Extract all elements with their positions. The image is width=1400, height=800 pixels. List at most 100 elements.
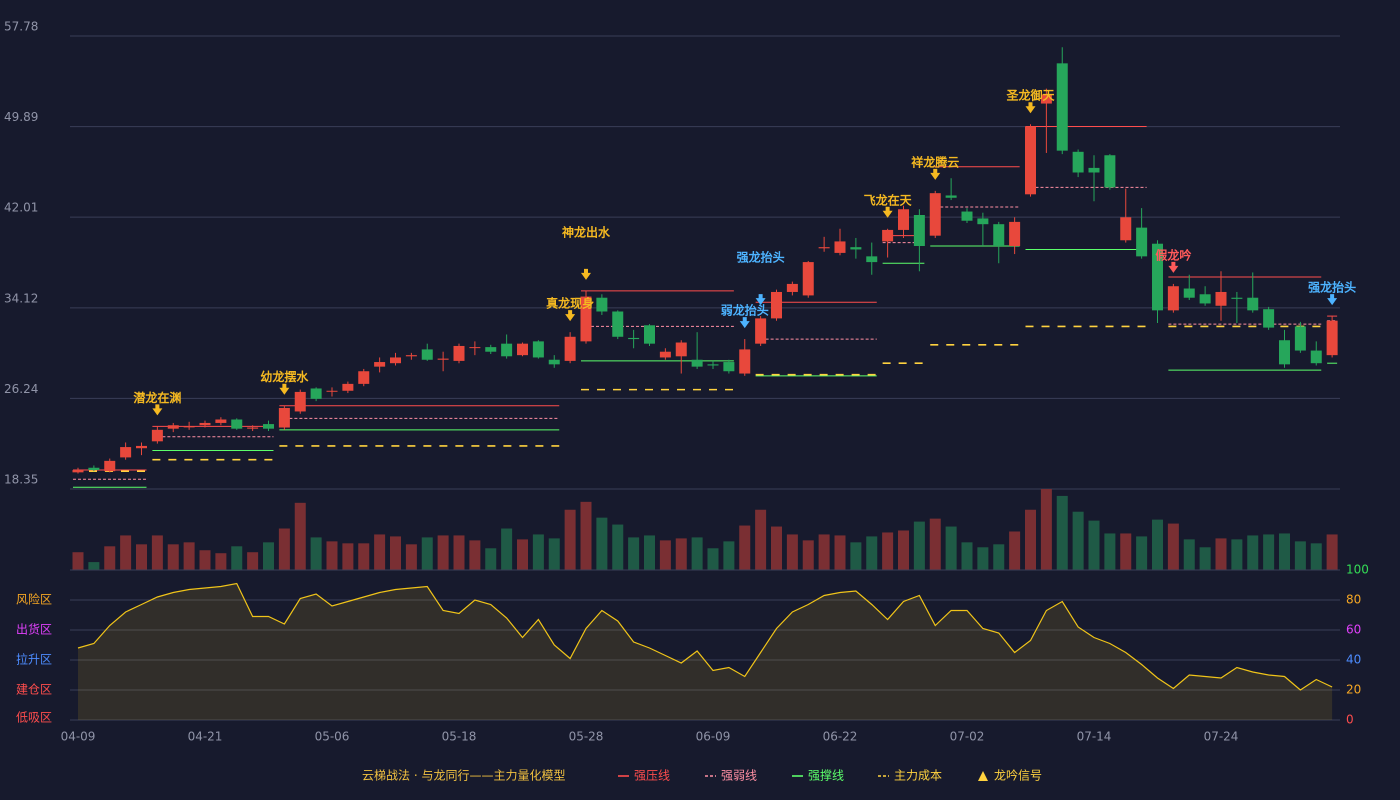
candle-body xyxy=(945,195,957,198)
volume-bar xyxy=(151,535,163,570)
volume-bar xyxy=(929,518,941,570)
x-tick-label: 04-09 xyxy=(61,730,96,744)
x-tick-label: 07-24 xyxy=(1204,730,1239,744)
candle-body xyxy=(612,311,624,337)
volume-bar xyxy=(1009,531,1021,570)
candle-body xyxy=(850,247,862,250)
volume-bar xyxy=(977,547,989,570)
candle-body xyxy=(151,429,163,442)
candle-body xyxy=(405,355,417,357)
volume-bar xyxy=(1025,509,1036,570)
volume-bar xyxy=(866,536,878,570)
volume-bar xyxy=(215,553,227,570)
volume-bar xyxy=(278,528,290,570)
volume-bar xyxy=(1088,520,1100,570)
candle-body xyxy=(374,362,386,367)
candle-body xyxy=(929,193,941,236)
candle-body xyxy=(88,467,100,471)
candle-body xyxy=(231,419,243,429)
volume-bar xyxy=(1294,541,1306,570)
y-tick-label: 40 xyxy=(1346,653,1361,667)
x-tick-label: 05-18 xyxy=(442,730,477,744)
signal-arrow xyxy=(882,206,893,218)
candle-body xyxy=(913,214,925,247)
candle-body xyxy=(564,336,576,361)
signal-label: 假龙吟 xyxy=(1155,247,1191,262)
volume-bar xyxy=(326,541,338,570)
candle-body xyxy=(72,470,84,473)
volume-bar xyxy=(342,543,354,570)
x-tick-label: 05-28 xyxy=(569,730,604,744)
candle-body xyxy=(866,256,878,263)
volume-bar xyxy=(802,540,814,570)
candle-body xyxy=(215,419,227,423)
candle-body xyxy=(1263,309,1275,328)
candle-body xyxy=(755,318,767,344)
volume-bar xyxy=(104,546,116,570)
volume-bar xyxy=(437,535,449,570)
oscillator-line xyxy=(77,582,1333,691)
volume-bar xyxy=(120,535,132,570)
candle-body xyxy=(1056,63,1068,151)
volume-bar xyxy=(199,550,211,570)
candle-body xyxy=(294,391,306,412)
volume-bar xyxy=(1247,535,1259,570)
y-tick-label: 49.89 xyxy=(4,110,38,124)
volume-bar xyxy=(564,509,576,570)
candle-body xyxy=(580,296,592,342)
candle-body xyxy=(1231,297,1243,299)
signal-arrow xyxy=(755,294,766,306)
x-tick-label: 06-09 xyxy=(696,730,731,744)
volume-bar xyxy=(898,530,909,570)
volume-bar xyxy=(723,541,735,570)
volume-bar xyxy=(1104,533,1116,570)
y-tick-label: 42.01 xyxy=(4,201,38,215)
volume-bar xyxy=(961,542,973,570)
candle-body xyxy=(358,371,370,384)
candle-body xyxy=(199,422,211,426)
zone-label: 拉升区 xyxy=(16,652,52,667)
candle-body xyxy=(104,460,116,472)
candle-body xyxy=(898,209,909,230)
signal-label: 飞龙在天 xyxy=(864,192,913,207)
volume-bar xyxy=(263,542,274,570)
volume-bar xyxy=(548,538,560,570)
candle-body xyxy=(1279,340,1290,365)
zone-label: 出货区 xyxy=(16,622,52,637)
volume-bar xyxy=(1326,534,1338,570)
volume-bar xyxy=(786,534,798,570)
candle-body xyxy=(1009,221,1021,247)
candle-body xyxy=(1152,243,1163,311)
candle-body xyxy=(596,297,608,312)
candle-body xyxy=(659,351,671,358)
x-tick-label: 07-14 xyxy=(1077,730,1112,744)
signal-label: 潜龙在渊 xyxy=(133,390,181,405)
zone-label: 低吸区 xyxy=(16,711,52,725)
volume-bar xyxy=(1120,533,1132,570)
candle-body xyxy=(1104,155,1116,188)
candle-body xyxy=(421,349,433,360)
volume-bar xyxy=(691,537,703,570)
candle-body xyxy=(1183,288,1195,298)
candle-body xyxy=(247,427,259,429)
volume-bar xyxy=(1183,539,1195,570)
candle-body xyxy=(993,224,1005,247)
volume-bar xyxy=(517,539,528,570)
candle-body xyxy=(120,447,132,458)
signal-arrow xyxy=(152,404,163,416)
legend-title: 云梯战法 · 与龙同行——主力量化模型 xyxy=(362,769,565,783)
volume-bar xyxy=(501,528,513,570)
candle-body xyxy=(1088,167,1100,173)
candle-body xyxy=(136,445,147,449)
volume-bar xyxy=(405,544,417,570)
candle-body xyxy=(882,229,894,242)
candle-body xyxy=(675,342,687,357)
candle-body xyxy=(818,247,830,249)
signal-label: 弱龙抬头 xyxy=(721,303,769,318)
volume-bar xyxy=(183,542,195,570)
volume-bar xyxy=(1310,543,1322,570)
volume-bar xyxy=(612,524,624,570)
legend-label: 龙吟信号 xyxy=(994,768,1042,783)
volume-bar xyxy=(231,546,243,570)
